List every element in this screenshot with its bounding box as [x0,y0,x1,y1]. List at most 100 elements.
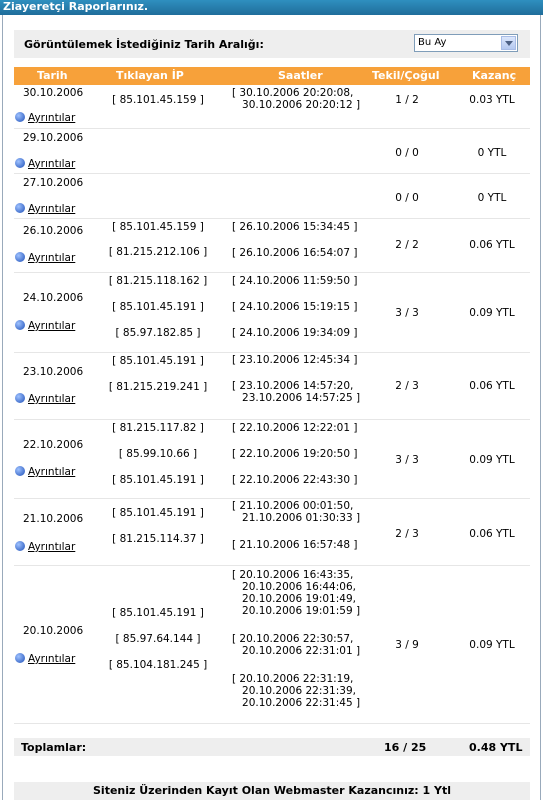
info-bullet-icon [15,112,25,122]
row-date: 23.10.2006 [23,366,84,378]
date-range-bar: Görüntülemek İstediğiniz Tarih Aralığı: … [14,30,530,58]
details-link-label[interactable]: Ayrıntılar [28,653,76,665]
clicker-ip: [ 81.215.212.106 ] [108,246,208,258]
row-tekil: 1 / 2 [395,94,419,106]
row-kazanc: 0.06 YTL [469,528,515,540]
details-link[interactable]: Ayrıntılar [15,541,75,553]
table-header: Tarih Tıklayan İP Saatler Tekil/Çoğul Ka… [14,67,530,85]
info-bullet-icon [15,653,25,663]
row-date: 30.10.2006 [23,87,84,99]
click-times: [ 22.10.2006 12:22:01 ] [232,422,358,434]
table-row: 29.10.2006 Ayrıntılar 0 / 0 0 YTL [14,129,530,174]
row-kazanc: 0.09 YTL [469,454,515,466]
clicker-ip: [ 85.97.182.85 ] [115,327,201,339]
row-date: 21.10.2006 [23,513,84,525]
table-row: 20.10.2006 Ayrıntılar [ 85.101.45.191 ] [ 8… [14,566,530,724]
row-tekil: 3 / 3 [395,307,419,319]
webmaster-earnings: Siteniz Üzerinden Kayıt Olan Webmaster K… [14,782,530,800]
table-row: 23.10.2006 Ayrıntılar [ 85.101.45.191 ] [ 8… [14,353,530,420]
row-tekil: 0 / 0 [395,192,419,204]
info-bullet-icon [15,158,25,168]
header-ip: Tıklayan İP [116,69,184,82]
details-link[interactable]: Ayrıntılar [15,320,75,332]
clicker-ip: [ 85.101.45.191 ] [112,474,204,486]
details-link[interactable]: Ayrıntılar [15,653,75,665]
details-link-label[interactable]: Ayrıntılar [28,158,76,170]
row-tekil: 2 / 3 [395,380,419,392]
row-date: 22.10.2006 [23,439,84,451]
panel-title: Ziayeretçi Raporlarınız. [0,0,543,15]
clicker-ip: [ 85.99.10.66 ] [118,448,198,460]
header-times: Saatler [278,69,323,82]
details-link-label[interactable]: Ayrıntılar [28,466,76,478]
table-row: 30.10.2006 Ayrıntılar [ 85.101.45.159 ] [ 3… [14,85,530,129]
clicker-ip: [ 85.101.45.191 ] [112,301,204,313]
details-link-label[interactable]: Ayrıntılar [28,393,76,405]
panel-frame [2,15,541,800]
click-times: [ 26.10.2006 16:54:07 ] [232,247,358,259]
click-times: [ 30.10.2006 20:20:08, 30.10.2006 20:20:… [232,87,361,111]
info-bullet-icon [15,320,25,330]
row-kazanc: 0.06 YTL [469,239,515,251]
clicker-ip: [ 81.215.219.241 ] [108,381,208,393]
chevron-down-icon[interactable] [501,36,516,50]
row-date: 27.10.2006 [23,177,84,189]
info-bullet-icon [15,541,25,551]
click-times: [ 21.10.2006 16:57:48 ] [232,539,358,551]
details-link[interactable]: Ayrıntılar [15,466,75,478]
clicker-ip: [ 85.104.181.245 ] [108,659,208,671]
click-times: [ 22.10.2006 19:20:50 ] [232,448,358,460]
row-date: 26.10.2006 [23,225,84,237]
totals-tekil: 16 / 25 [384,741,427,754]
click-times: [ 24.10.2006 15:19:15 ] [232,301,358,313]
clicker-ip: [ 85.101.45.191 ] [112,607,204,619]
details-link-label[interactable]: Ayrıntılar [28,252,76,264]
header-date: Tarih [37,69,68,82]
info-bullet-icon [15,393,25,403]
table-row: 24.10.2006 Ayrıntılar [ 81.215.118.162 ] [ … [14,273,530,353]
click-times: [ 23.10.2006 14:57:20, 23.10.2006 14:57:… [232,380,361,404]
click-times: [ 22.10.2006 22:43:30 ] [232,474,358,486]
clicker-ip: [ 81.215.114.37 ] [112,533,204,545]
row-kazanc: 0.09 YTL [469,639,515,651]
table-row: 21.10.2006 Ayrıntılar [ 85.101.45.191 ] [ 8… [14,499,530,566]
header-kazanc: Kazanç [472,69,517,82]
click-times: [ 20.10.2006 16:43:35, 20.10.2006 16:44:… [232,569,361,617]
table-row: 26.10.2006 Ayrıntılar [ 85.101.45.159 ] [ 8… [14,219,530,273]
totals-kazanc: 0.48 YTL [469,741,523,754]
table-row: 27.10.2006 Ayrıntılar 0 / 0 0 YTL [14,174,530,219]
row-kazanc: 0.06 YTL [469,380,515,392]
clicker-ip: [ 85.101.45.159 ] [112,221,204,233]
details-link-label[interactable]: Ayrıntılar [28,541,76,553]
row-date: 24.10.2006 [23,292,84,304]
details-link-label[interactable]: Ayrıntılar [28,320,76,332]
totals-row: Toplamlar: 16 / 25 0.48 YTL [14,738,530,756]
row-kazanc: 0.09 YTL [469,307,515,319]
row-date: 29.10.2006 [23,132,84,144]
date-range-selected: Bu Ay [418,37,447,48]
clicker-ip: [ 85.101.45.191 ] [112,507,204,519]
click-times: [ 23.10.2006 12:45:34 ] [232,354,358,366]
row-tekil: 0 / 0 [395,147,419,159]
totals-label: Toplamlar: [21,741,87,754]
row-tekil: 3 / 9 [395,639,419,651]
clicker-ip: [ 85.97.64.144 ] [115,633,201,645]
table-row: 22.10.2006 Ayrıntılar [ 81.215.117.82 ] [ 8… [14,420,530,499]
details-link[interactable]: Ayrıntılar [15,112,75,124]
click-times: [ 24.10.2006 11:59:50 ] [232,275,358,287]
clicker-ip: [ 81.215.117.82 ] [112,422,204,434]
details-link[interactable]: Ayrıntılar [15,203,75,215]
details-link[interactable]: Ayrıntılar [15,393,75,405]
details-link-label[interactable]: Ayrıntılar [28,203,76,215]
click-times: [ 26.10.2006 15:34:45 ] [232,221,358,233]
row-tekil: 2 / 3 [395,528,419,540]
info-bullet-icon [15,203,25,213]
info-bullet-icon [15,252,25,262]
details-link[interactable]: Ayrıntılar [15,158,75,170]
row-kazanc: 0.03 YTL [469,94,515,106]
row-kazanc: 0 YTL [477,147,507,159]
details-link-label[interactable]: Ayrıntılar [28,112,76,124]
details-link[interactable]: Ayrıntılar [15,252,75,264]
info-bullet-icon [15,466,25,476]
date-range-select[interactable]: Bu Ay [414,34,518,52]
